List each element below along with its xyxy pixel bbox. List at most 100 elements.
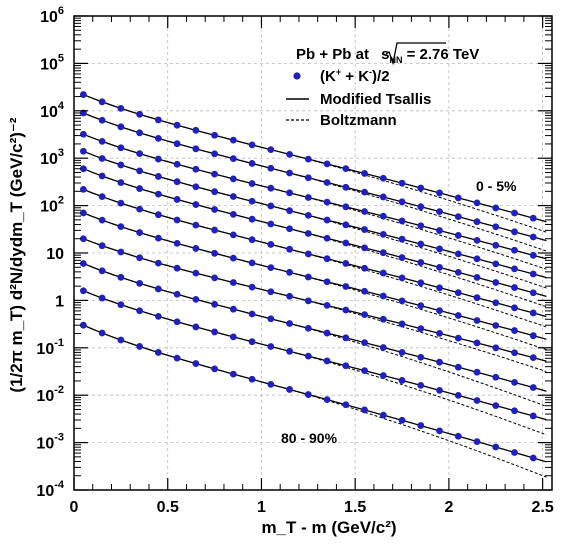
data-point xyxy=(529,251,537,259)
data-point xyxy=(379,269,387,277)
data-point xyxy=(454,312,462,319)
data-point xyxy=(248,283,256,291)
data-point xyxy=(154,155,162,163)
data-point xyxy=(417,422,425,429)
data-point xyxy=(473,368,481,376)
data-point xyxy=(342,306,350,314)
data-point xyxy=(454,194,462,202)
data-point xyxy=(398,348,406,356)
data-point xyxy=(529,233,537,241)
data-point xyxy=(529,384,537,391)
data-point xyxy=(454,432,462,440)
data-point xyxy=(323,216,331,224)
data-point xyxy=(323,357,331,365)
y-tick-label: 10-4 xyxy=(36,479,64,500)
data-point xyxy=(173,354,181,362)
data-point xyxy=(529,214,537,222)
data-point xyxy=(398,217,406,225)
data-point xyxy=(436,208,443,216)
data-point xyxy=(98,155,106,162)
y-tick-label: 102 xyxy=(40,195,64,216)
data-point xyxy=(473,438,481,445)
data-point xyxy=(323,234,331,242)
data-point xyxy=(304,324,312,332)
data-point xyxy=(492,260,500,268)
x-tick-label: 0.5 xyxy=(157,499,179,516)
data-point xyxy=(136,229,144,236)
data-point xyxy=(454,289,462,297)
data-point xyxy=(417,381,425,389)
data-point xyxy=(286,320,293,327)
data-point xyxy=(529,454,537,462)
data-point xyxy=(229,333,237,341)
data-point xyxy=(154,259,162,267)
data-point xyxy=(98,98,106,106)
data-point xyxy=(229,279,237,286)
data-point xyxy=(286,245,293,253)
data-point xyxy=(342,362,350,370)
data-point xyxy=(398,254,406,261)
data-point xyxy=(492,241,500,249)
data-point xyxy=(436,386,443,394)
data-point xyxy=(323,329,331,337)
data-point xyxy=(192,221,200,229)
data-point xyxy=(511,378,518,386)
data-point xyxy=(398,320,406,328)
data-point xyxy=(492,223,500,231)
data-point xyxy=(436,245,443,253)
data-point xyxy=(492,402,500,409)
data-point xyxy=(473,294,481,302)
data-point xyxy=(79,185,87,193)
data-point xyxy=(379,249,387,257)
data-point xyxy=(511,228,518,236)
data-point xyxy=(454,250,462,258)
data-point xyxy=(267,288,275,296)
data-point xyxy=(492,373,500,381)
legend-boltzmann-label: Boltzmann xyxy=(320,112,397,129)
data-point xyxy=(192,183,200,191)
data-point xyxy=(79,321,87,329)
data-point xyxy=(361,339,368,347)
data-point xyxy=(117,223,125,231)
data-point xyxy=(529,412,537,420)
data-point xyxy=(511,449,518,456)
data-point xyxy=(248,141,256,149)
data-point xyxy=(79,147,87,155)
data-point xyxy=(79,91,87,98)
data-point xyxy=(286,150,293,158)
data-point xyxy=(98,329,106,337)
data-point xyxy=(304,174,312,182)
data-point xyxy=(379,174,387,182)
data-point xyxy=(229,370,237,378)
data-point xyxy=(361,287,368,295)
data-point xyxy=(286,169,293,177)
data-point xyxy=(529,270,537,278)
data-point xyxy=(379,372,387,379)
data-point xyxy=(417,353,425,361)
data-point xyxy=(136,205,144,213)
data-point xyxy=(79,287,87,295)
data-point xyxy=(79,130,87,138)
data-point xyxy=(511,327,518,334)
y-tick-label: 1 xyxy=(55,293,64,310)
data-point xyxy=(342,260,350,267)
data-point xyxy=(304,352,312,360)
x-axis-label: m_T - m (GeV/c²) xyxy=(261,518,396,537)
data-point xyxy=(248,375,256,383)
data-point xyxy=(342,165,350,173)
data-point xyxy=(454,232,462,239)
data-point xyxy=(417,240,425,248)
data-point xyxy=(136,129,144,137)
data-point xyxy=(136,185,144,192)
data-point xyxy=(117,301,125,309)
data-point xyxy=(436,329,443,337)
data-point xyxy=(267,315,275,323)
data-point xyxy=(473,317,481,324)
y-tick-label: 10 xyxy=(46,246,64,263)
data-point xyxy=(323,255,331,263)
data-point xyxy=(304,155,312,163)
data-point xyxy=(304,297,312,305)
data-point xyxy=(136,150,144,158)
data-point xyxy=(192,201,200,208)
